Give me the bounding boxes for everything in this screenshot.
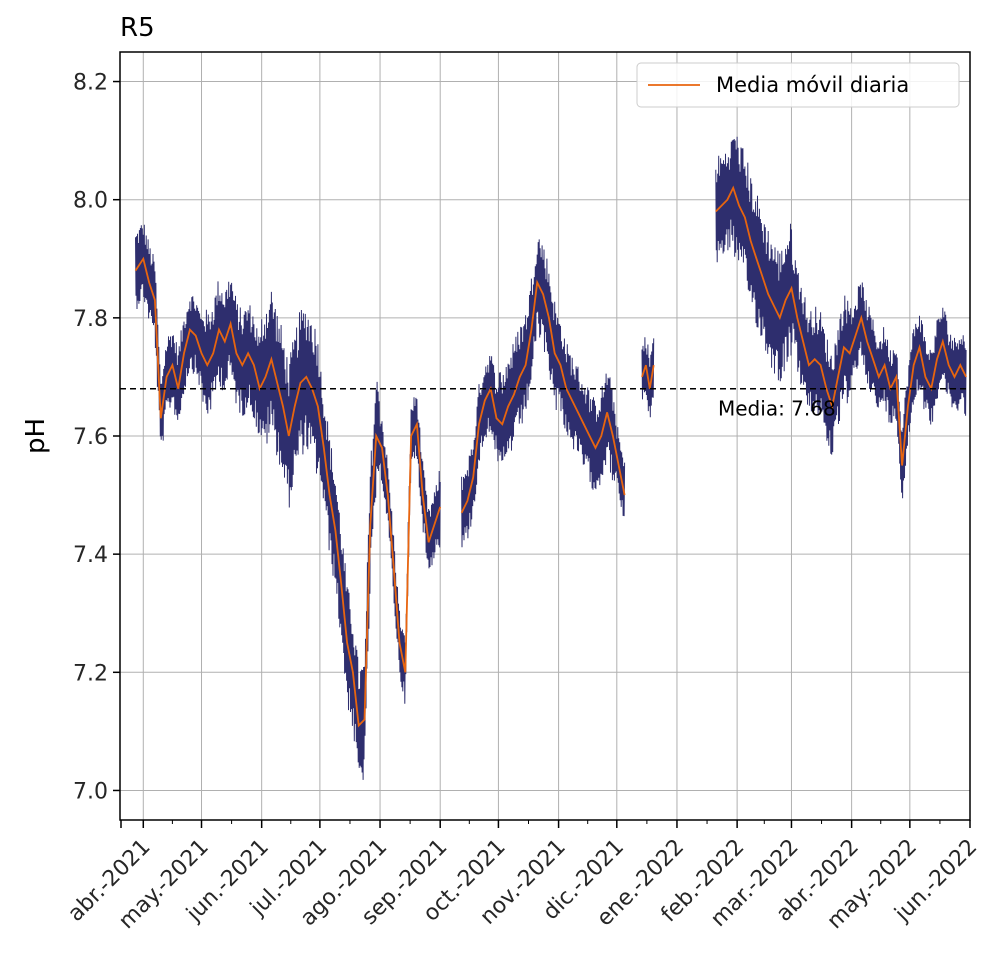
legend: Media móvil diaria xyxy=(636,62,960,108)
rolling-mean-series xyxy=(134,185,967,728)
legend-label: Media móvil diaria xyxy=(716,73,909,97)
raw-series-segment xyxy=(461,239,626,548)
raw-ph-series xyxy=(135,136,967,780)
raw-series-segment xyxy=(641,337,655,418)
y-axis-ticks: 7.0 7.2 7.4 7.6 7.8 8.0 8.2 xyxy=(73,71,120,804)
y-axis-label: pH xyxy=(21,418,51,454)
mean-annotation: Media: 7.68 xyxy=(718,397,836,421)
raw-series-segment xyxy=(135,224,441,780)
y-tick-label: 8.2 xyxy=(73,71,108,96)
rolling-series-segment xyxy=(460,279,626,514)
y-tick-label: 7.4 xyxy=(73,543,108,568)
grid-lines xyxy=(120,52,971,820)
y-tick-label: 7.0 xyxy=(73,779,108,804)
chart-title: R5 xyxy=(120,13,155,43)
rolling-series-segment xyxy=(134,256,442,728)
x-axis-ticks: abr.-2021may.-2021jun.-2021jul.-2021ago.… xyxy=(63,820,982,934)
y-tick-label: 7.6 xyxy=(73,425,108,450)
y-tick-label: 8.0 xyxy=(73,189,108,214)
raw-series-segment xyxy=(715,136,967,499)
y-tick-label: 7.8 xyxy=(73,307,108,332)
rolling-series-segment xyxy=(715,185,967,466)
legend-box xyxy=(636,62,960,108)
rolling-series-segment xyxy=(641,364,655,389)
y-tick-label: 7.2 xyxy=(73,661,108,686)
